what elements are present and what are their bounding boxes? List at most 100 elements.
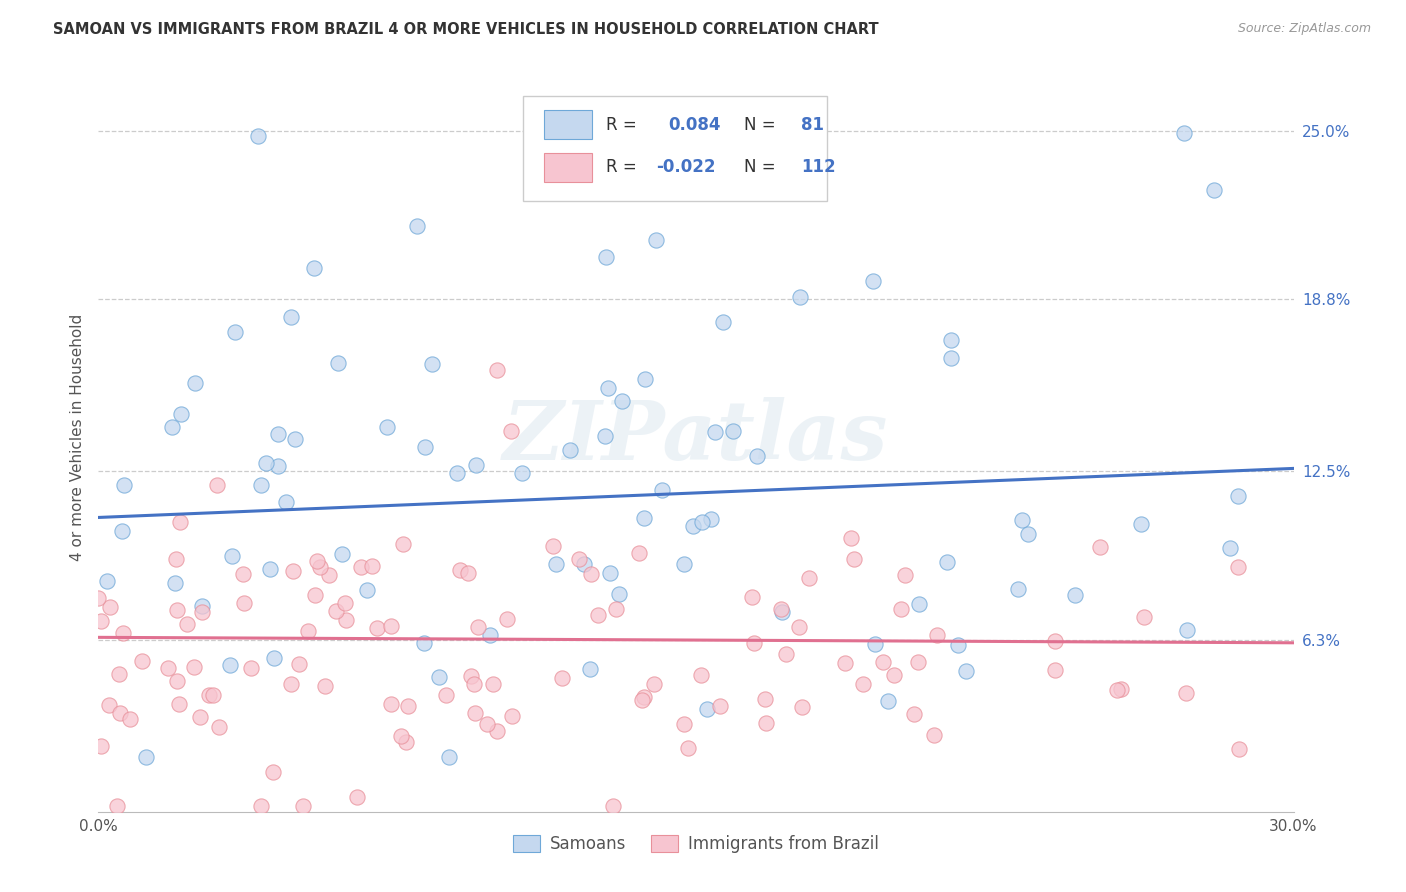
Point — [302, 261, 325, 276]
Point — [131, 654, 153, 668]
Point — [578, 662, 600, 676]
Point — [297, 624, 319, 639]
Point — [709, 699, 731, 714]
Point — [922, 728, 945, 742]
Point — [249, 478, 271, 492]
Point — [883, 668, 905, 682]
Point — [434, 688, 457, 702]
Point — [167, 698, 190, 712]
Point — [1133, 609, 1156, 624]
Point — [673, 558, 696, 572]
Point — [108, 666, 131, 681]
Point — [645, 233, 668, 247]
Point — [465, 458, 488, 472]
Point — [166, 673, 188, 688]
Point — [903, 707, 925, 722]
Point — [485, 363, 508, 377]
Point — [280, 310, 302, 325]
Text: 0.084: 0.084 — [668, 116, 721, 134]
Point — [165, 551, 187, 566]
Point — [510, 466, 533, 480]
Text: R =: R = — [606, 159, 643, 177]
Point — [218, 657, 240, 672]
Point — [936, 555, 959, 569]
Point — [156, 661, 179, 675]
Point — [482, 677, 505, 691]
Point — [330, 548, 353, 562]
Point — [496, 612, 519, 626]
Point — [1109, 681, 1132, 696]
Point — [1227, 742, 1250, 756]
Point — [463, 676, 485, 690]
Point — [607, 586, 630, 600]
Point — [201, 688, 224, 702]
Point — [890, 602, 912, 616]
Point — [111, 524, 134, 538]
Text: 81: 81 — [801, 116, 824, 134]
Point — [356, 583, 378, 598]
Point — [346, 790, 368, 805]
Point — [97, 698, 120, 712]
Point — [288, 657, 311, 671]
Point — [183, 376, 205, 390]
Point — [420, 357, 443, 371]
FancyBboxPatch shape — [523, 96, 827, 201]
Bar — [544, 111, 592, 139]
Point — [1007, 582, 1029, 597]
Point — [799, 571, 821, 585]
Point — [672, 716, 695, 731]
Point — [366, 621, 388, 635]
Point — [304, 588, 326, 602]
Point — [1202, 184, 1225, 198]
Point — [676, 740, 699, 755]
Point — [792, 699, 814, 714]
Point — [769, 602, 792, 616]
Point — [755, 715, 778, 730]
Point — [318, 568, 340, 582]
Point — [267, 458, 290, 473]
Point — [163, 576, 186, 591]
Point — [602, 799, 624, 814]
Point — [475, 717, 498, 731]
Point — [754, 692, 776, 706]
Point — [266, 427, 288, 442]
Point — [325, 604, 347, 618]
Point — [262, 765, 284, 780]
Point — [437, 750, 460, 764]
Point — [630, 692, 652, 706]
Point — [98, 599, 121, 614]
Point — [360, 559, 382, 574]
Point — [90, 614, 112, 628]
Point — [221, 549, 243, 563]
Text: R =: R = — [606, 116, 643, 134]
Point — [118, 712, 141, 726]
Point — [1090, 540, 1112, 554]
Point — [105, 799, 128, 814]
Point — [335, 613, 357, 627]
Point — [605, 602, 627, 616]
Point — [939, 351, 962, 365]
Point — [703, 425, 725, 439]
Point — [281, 565, 304, 579]
Text: ZIPatlas: ZIPatlas — [503, 397, 889, 477]
Point — [350, 560, 373, 574]
Point — [460, 668, 482, 682]
Point — [651, 483, 673, 497]
Point — [208, 720, 231, 734]
Point — [108, 706, 131, 720]
Point — [955, 664, 977, 678]
Point — [501, 424, 523, 438]
Point — [389, 730, 412, 744]
Point — [741, 590, 763, 604]
Point — [862, 274, 884, 288]
Text: 112: 112 — [801, 159, 835, 177]
Point — [721, 424, 744, 438]
Point — [259, 561, 281, 575]
Point — [274, 495, 297, 509]
Point — [690, 515, 713, 529]
Point — [135, 750, 157, 764]
Point — [176, 617, 198, 632]
Point — [581, 567, 603, 582]
Point — [877, 694, 900, 708]
Point — [449, 563, 471, 577]
